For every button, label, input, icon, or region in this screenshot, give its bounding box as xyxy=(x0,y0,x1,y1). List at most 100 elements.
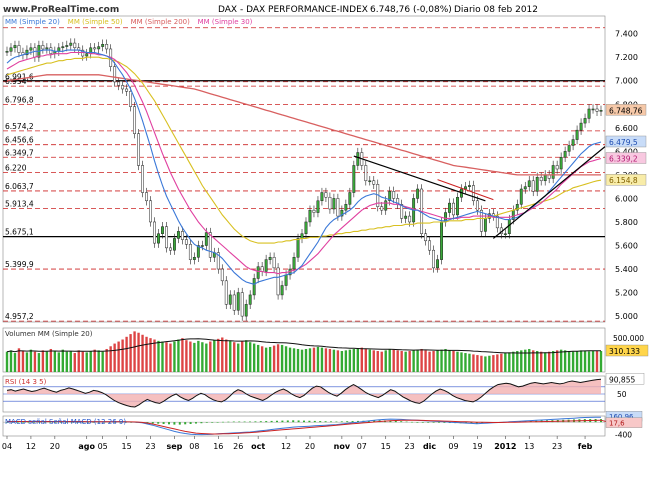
candle-body xyxy=(523,186,527,190)
volume-bar xyxy=(105,348,108,372)
candle-body xyxy=(256,266,260,279)
volume-bar xyxy=(532,350,535,372)
candle-body xyxy=(224,280,228,305)
macd-hist-bar xyxy=(249,421,251,423)
volume-bar xyxy=(177,339,180,372)
candle-body xyxy=(176,231,180,239)
price-level-label: 6.349,7 xyxy=(5,148,34,157)
candle-body xyxy=(416,188,420,199)
volume-bar xyxy=(37,353,41,372)
macd-hist-bar xyxy=(151,422,154,424)
volume-bar xyxy=(555,350,559,372)
candle-body xyxy=(364,165,368,182)
candle-body xyxy=(567,145,571,152)
volume-bar xyxy=(241,341,244,372)
candle-body xyxy=(228,294,232,305)
price-tick-label: 5.800 xyxy=(615,218,638,227)
candle-body xyxy=(284,274,288,286)
candle-body xyxy=(531,180,535,192)
candle-body xyxy=(539,176,543,182)
macd-hist-bar xyxy=(270,420,273,423)
candle-body xyxy=(188,244,192,260)
volume-legend: Volumen MM (Simple 20) xyxy=(5,330,93,338)
candle-body xyxy=(149,200,152,223)
candle-body xyxy=(45,47,49,50)
candle-body xyxy=(328,196,332,210)
price-tag-box xyxy=(605,174,647,186)
candle-body xyxy=(344,204,348,211)
candle-body xyxy=(475,200,479,211)
volume-bar xyxy=(221,337,224,372)
volume-bar xyxy=(344,350,348,372)
candle-body xyxy=(368,180,372,183)
macd-hist-bar xyxy=(227,421,230,423)
macd-hist-bar xyxy=(427,422,430,423)
candle-body xyxy=(141,165,144,193)
volume-bar xyxy=(81,351,84,372)
volume-bar xyxy=(412,350,415,372)
volume-bar xyxy=(21,351,25,372)
volume-bar xyxy=(300,349,304,372)
volume-bar xyxy=(368,349,371,372)
volume-bar xyxy=(571,351,575,372)
volume-bar xyxy=(153,339,156,372)
macd-hist-bar xyxy=(346,421,349,423)
candle-body xyxy=(440,221,443,260)
candle-body xyxy=(515,204,519,211)
rsi-tag-box xyxy=(605,373,645,385)
x-axis-label: 16 xyxy=(213,442,223,451)
macd-hist-bar xyxy=(286,420,289,423)
macd-hist-bar xyxy=(216,422,219,423)
price-legend-item: MM (Simple 20) xyxy=(5,18,60,26)
macd-hist-bar xyxy=(340,421,343,423)
candle-body xyxy=(129,91,133,107)
volume-bar xyxy=(396,350,399,372)
macd-hist-bar xyxy=(411,421,413,423)
x-axis-label: feb xyxy=(578,442,593,451)
candle-body xyxy=(456,196,459,216)
candle-body xyxy=(503,233,507,235)
candle-body xyxy=(29,47,33,51)
volume-bar xyxy=(332,349,336,372)
x-axis-label: dic xyxy=(423,442,436,451)
volume-bar xyxy=(169,343,172,372)
price-level-label: 4.957,2 xyxy=(5,312,34,321)
price-legend-item: MM (Simple 200) xyxy=(131,18,191,26)
macd-hist-bar xyxy=(238,421,241,423)
volume-bar xyxy=(101,351,104,372)
macd-hist-bar xyxy=(281,420,284,423)
volume-bar xyxy=(516,351,519,372)
x-axis-label: 12 xyxy=(281,442,291,451)
volume-bar xyxy=(25,352,29,372)
volume-bar xyxy=(173,341,176,372)
candle-body xyxy=(304,221,308,234)
macd-hist-bar xyxy=(49,422,52,423)
macd-hist-bar xyxy=(162,422,165,424)
volume-bar xyxy=(583,351,587,372)
x-axis-label: 07 xyxy=(357,442,367,451)
price-level-label: 5.913,4 xyxy=(5,200,34,209)
volume-bar xyxy=(45,351,49,372)
macd-hist-bar xyxy=(357,420,359,423)
candle-body xyxy=(599,110,603,112)
price-level-label: 5.399,9 xyxy=(5,260,34,269)
macd-hist-bar xyxy=(421,422,424,423)
macd-hist-bar xyxy=(276,420,278,423)
macd-hist-bar xyxy=(200,422,203,424)
candle-body xyxy=(400,204,404,219)
candle-body xyxy=(216,252,220,270)
volume-bar xyxy=(85,352,88,372)
candle-body xyxy=(372,180,376,185)
candle-body xyxy=(464,186,467,190)
candle-body xyxy=(519,188,523,205)
candle-body xyxy=(300,233,304,239)
volume-bar xyxy=(308,348,312,372)
price-level-label: 6.220 xyxy=(5,164,27,173)
volume-bar xyxy=(488,355,491,372)
volume-bar xyxy=(591,351,595,372)
x-axis-label: 23 xyxy=(145,442,155,451)
volume-bar xyxy=(440,349,443,372)
price-tick-label: 6.000 xyxy=(615,194,638,203)
volume-bar xyxy=(448,350,451,372)
volume-bar xyxy=(245,340,248,372)
